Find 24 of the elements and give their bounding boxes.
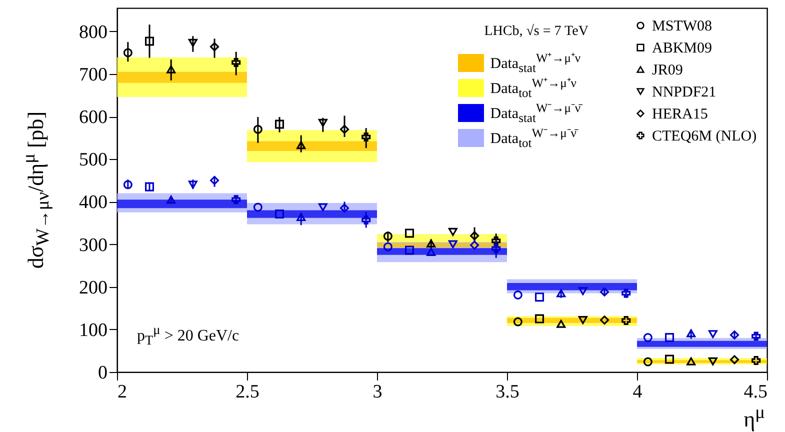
annotation: LHCb, √s = 7 TeV bbox=[484, 24, 588, 40]
x-tick-label: 2.5 bbox=[236, 382, 260, 402]
y-tick-label: 800 bbox=[79, 22, 108, 43]
x-tick-label: 3 bbox=[372, 382, 382, 402]
legend-label: NNPDF21 bbox=[652, 84, 716, 100]
legend-label: MSTW08 bbox=[652, 18, 712, 34]
y-tick-label: 600 bbox=[79, 107, 108, 128]
y-tick-label: 200 bbox=[79, 277, 108, 298]
x-tick-label: 3.5 bbox=[496, 382, 520, 402]
y-tick-label: 0 bbox=[98, 362, 108, 384]
x-tick-label: 4 bbox=[632, 382, 643, 402]
legend-label: JR09 bbox=[652, 62, 683, 78]
y-tick-label: 400 bbox=[79, 192, 108, 214]
legend-label: ABKM09 bbox=[652, 40, 712, 56]
legend-label: HERA15 bbox=[652, 106, 708, 122]
x-tick-label: 4.5 bbox=[744, 382, 768, 402]
y-tick-label: 300 bbox=[79, 234, 108, 256]
x-tick-label: 2 bbox=[118, 382, 127, 402]
y-tick-label: 700 bbox=[79, 64, 108, 86]
y-tick-label: 500 bbox=[79, 150, 108, 171]
y-tick-label: 100 bbox=[79, 320, 108, 341]
x-axis-title: η$^{μ}$ bbox=[744, 402, 765, 432]
annotation: p$_{T}$$^{μ}$ > 20 GeV/c bbox=[137, 322, 240, 349]
legend-label: CTEQ6M (NLO) bbox=[652, 128, 757, 144]
